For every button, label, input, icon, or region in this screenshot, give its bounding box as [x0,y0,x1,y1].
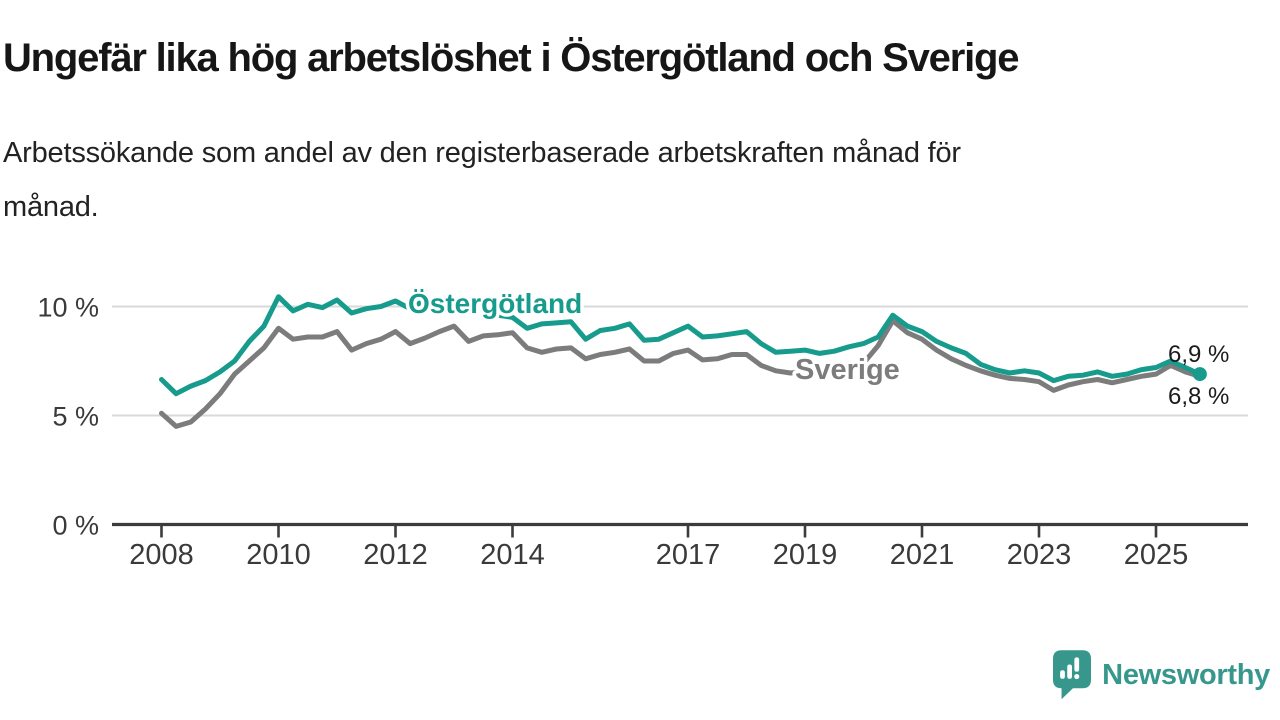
x-tick-label-2019: 2019 [773,539,838,571]
y-tick-label-5pct: 5 % [52,402,99,432]
series-line-sverige [159,318,1203,429]
brand-name-text: Newsworthy [1102,658,1270,691]
y-tick-label-0pct: 0 % [52,511,99,541]
chart-subtitle: Arbetssökande som andel av den registerb… [3,137,961,223]
logo-bar-small [1060,670,1066,679]
logo-exclamation-bar [1074,657,1080,672]
series-label-ostergotland: Östergötland [408,288,582,319]
end-value-label-ostergotland: 6,9 % [1168,341,1229,368]
x-tick-label-2017: 2017 [656,539,721,571]
series-line-ostergotland [159,294,1203,397]
logo-bar-medium [1067,664,1073,679]
logo-exclamation-dot [1074,673,1080,680]
newsworthy-logo-icon [1053,650,1092,700]
brand-footer: Newsworthy [1053,650,1270,700]
x-tick-label-2014: 2014 [480,539,545,571]
chart-title: Ungefär lika hög arbetslöshet i Östergöt… [3,36,1019,80]
y-tick-label-10pct: 10 % [37,293,99,323]
x-tick-label-2023: 2023 [1007,539,1072,571]
x-tick-label-2008: 2008 [129,539,194,571]
series-end-dot-ostergotland [1192,367,1207,382]
end-value-label-sverige: 6,8 % [1168,383,1229,410]
x-tick-label-2010: 2010 [246,539,311,571]
series-label-sverige: Sverige [795,354,900,386]
x-tick-label-2021: 2021 [890,539,955,571]
x-tick-label-2025: 2025 [1124,539,1189,571]
x-tick-label-2012: 2012 [363,539,428,571]
